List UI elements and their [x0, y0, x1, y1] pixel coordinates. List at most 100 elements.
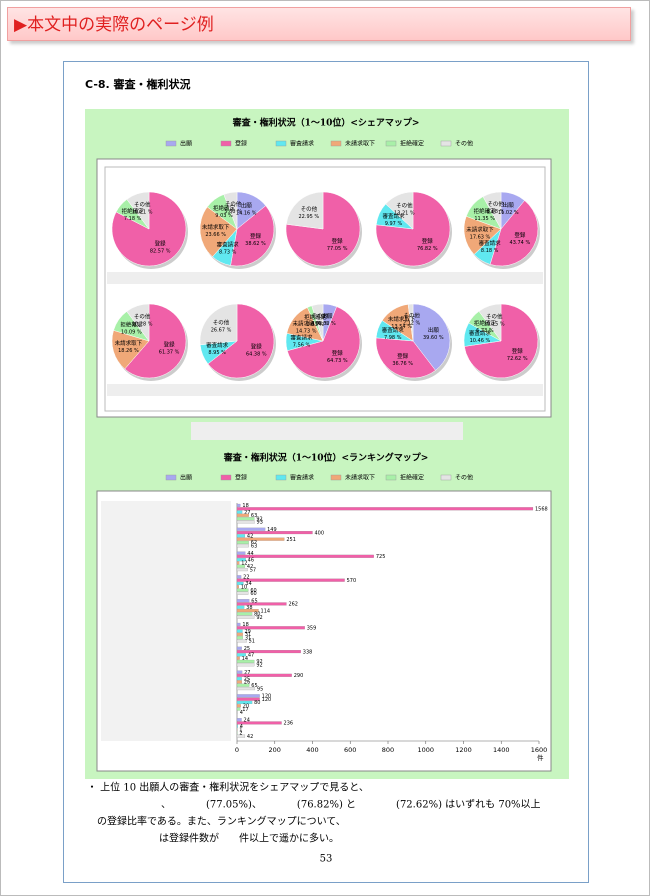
bar-value-label: 80 [254, 612, 260, 618]
bar [236, 646, 242, 650]
legend-label: その他 [455, 140, 473, 148]
x-tick-label: 200 [269, 746, 281, 754]
slice-name: 審査請求 [217, 240, 240, 248]
bar-value-label: 236 [284, 721, 294, 727]
slice-name: 出願 [241, 202, 253, 210]
bar [236, 513, 249, 517]
page-number: 53 [320, 854, 333, 865]
bar [236, 527, 266, 531]
bar-value-label: 18 [242, 622, 248, 628]
bar-value-label: 80 [254, 700, 260, 706]
legend-swatch [385, 140, 397, 147]
bar [236, 663, 255, 667]
bar [236, 734, 246, 738]
pie-slice [375, 337, 436, 379]
slice-value-label: 11.02 % [498, 210, 519, 216]
bar-value-label: 14 [242, 656, 248, 662]
slice-name: 登録 [422, 237, 434, 245]
bar [236, 622, 241, 627]
legend-swatch [440, 474, 452, 481]
bar-value-label: 63 [251, 543, 257, 549]
x-tick-label: 400 [306, 746, 318, 754]
bar-value-label: 251 [286, 537, 296, 543]
slice-value-label: 7.98 % [384, 335, 402, 341]
bar [236, 561, 240, 565]
bar [236, 581, 244, 586]
legend-swatch [440, 140, 452, 147]
pie-slice [286, 191, 324, 230]
bar-value-label: 17 [242, 707, 248, 713]
slice-value-label: 11.35 % [474, 216, 495, 222]
slice-value-label: 14.16 % [236, 211, 257, 217]
pie-slice [478, 303, 502, 342]
slice-value-label: 6.03 % [318, 321, 336, 327]
slice-value-label: 9.03 % [215, 213, 233, 219]
slice-name: 拒絶確定 [304, 313, 327, 321]
slice-name: 拒絶確定 [122, 207, 145, 215]
bar [236, 639, 247, 643]
slice-value-label: 5.80 % [224, 209, 242, 215]
bar-value-label: 25 [244, 646, 250, 652]
bar-value-label: 92 [256, 659, 262, 665]
slice-name: 登録 [514, 231, 526, 239]
bar-value-label: 2 [239, 731, 242, 737]
slice-value-label: 43.74 % [510, 240, 531, 246]
legend-label: 未請求取下 [345, 474, 375, 482]
bar-value-label: 42 [247, 534, 253, 540]
bar [236, 718, 242, 722]
slice-name: その他 [225, 200, 242, 208]
slice-name: 登録 [397, 352, 409, 360]
redacted-names [107, 272, 543, 284]
bar-value-label: 51 [249, 639, 255, 645]
slice-value-label: 8.18 % [481, 248, 499, 254]
pie-slice [489, 200, 539, 267]
bar-value-label: 65 [251, 598, 257, 604]
slice-value-label: 64.38 % [246, 351, 267, 357]
slice-value-label: 8.95 % [208, 350, 226, 356]
slice-name: その他 [487, 200, 504, 208]
bar [236, 612, 253, 616]
legend-swatch [165, 140, 177, 147]
legend-label: 出願 [180, 140, 192, 148]
legend-label: その他 [455, 474, 473, 482]
bar-value-label: 570 [347, 578, 357, 584]
bar [236, 551, 246, 555]
bar-value-label: 92 [256, 516, 262, 522]
pie-slice [311, 303, 324, 342]
bar-value-label: 25 [244, 676, 250, 682]
slice-name: 拒絶確定 [474, 319, 497, 327]
bar-value-label: 65 [251, 683, 257, 689]
slice-name: 審査請求 [291, 334, 314, 342]
slice-value-label: 23.66 % [205, 232, 226, 238]
bar [236, 507, 534, 511]
bar [236, 680, 243, 684]
bar [236, 591, 249, 595]
slice-name: 出願 [428, 326, 440, 334]
slice-value-label: 14.73 % [296, 329, 317, 335]
slice-name: その他 [311, 312, 328, 320]
slice-name: 未請求取下 [292, 320, 320, 328]
bar-value-label: 31 [245, 632, 251, 638]
slice-value-label: 2.12 % [403, 321, 421, 327]
bar [236, 724, 238, 728]
bar-value-label: 92 [256, 615, 262, 621]
legend-swatch [220, 140, 232, 147]
slice-name: 登録 [332, 349, 344, 357]
bar-value-label: 18 [242, 503, 248, 509]
x-tick-label: 600 [344, 746, 356, 754]
slice-value-label: 8.08 % [487, 209, 505, 215]
bar [236, 656, 240, 660]
slice-value-label: 10.21 % [132, 210, 153, 216]
bar [236, 605, 245, 609]
bar [236, 629, 243, 633]
bar-value-label: 95 [257, 686, 263, 692]
bar [236, 585, 239, 589]
slice-name: 未請求取下 [466, 225, 494, 233]
x-tick-label: 1200 [455, 746, 472, 754]
ranking-map-title: 審査・権利状況（1～10位）<ランキングマップ> [223, 452, 429, 464]
legend-label: 拒絶確定 [400, 474, 424, 482]
bar [236, 602, 287, 606]
pie-slice [223, 191, 238, 230]
bar-value-label: 400 [315, 530, 325, 536]
